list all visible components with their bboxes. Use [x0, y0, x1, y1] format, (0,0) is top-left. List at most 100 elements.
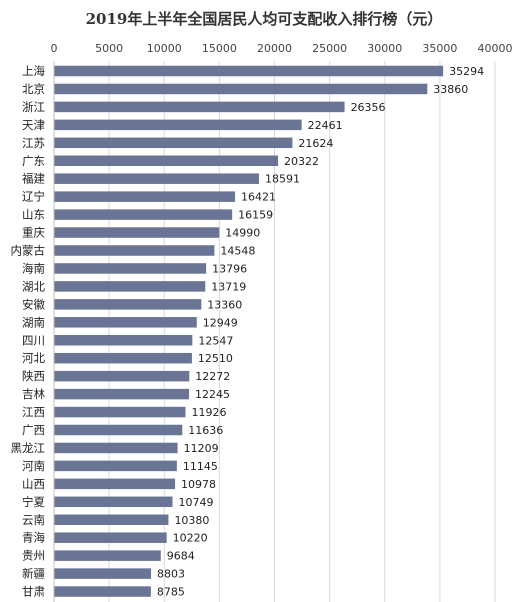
- x-tick-label-4: 20000: [257, 42, 292, 55]
- x-tick-label-2: 10000: [147, 42, 182, 55]
- category-label-26: 青海: [22, 531, 45, 545]
- bar-25: [54, 514, 169, 525]
- bar-7: [54, 191, 236, 202]
- value-label-1: 33860: [433, 83, 468, 96]
- bar-2: [54, 101, 345, 113]
- bar-28: [54, 568, 152, 579]
- category-label-7: 辽宁: [22, 190, 45, 204]
- bar-9: [54, 227, 220, 238]
- category-label-17: 陕西: [22, 369, 45, 383]
- bar-26: [54, 532, 167, 543]
- category-label-13: 安徽: [22, 297, 45, 311]
- value-label-27: 9684: [167, 550, 195, 563]
- value-label-20: 11636: [188, 424, 223, 437]
- bar-6: [54, 173, 259, 184]
- category-label-10: 内蒙古: [11, 244, 46, 258]
- category-label-19: 江西: [22, 405, 45, 419]
- category-label-11: 海南: [22, 261, 45, 275]
- chart-title: 2019年上半年全国居民人均可支配收入排行榜（元）: [85, 10, 443, 28]
- bar-27: [54, 550, 161, 561]
- value-label-0: 35294: [449, 65, 484, 78]
- value-label-4: 21624: [298, 137, 333, 150]
- bar-15: [54, 335, 193, 346]
- value-label-5: 20322: [284, 155, 319, 168]
- bar-23: [54, 478, 176, 490]
- category-label-28: 新疆: [22, 567, 45, 581]
- bar-18: [54, 388, 190, 400]
- value-label-14: 12949: [203, 316, 238, 329]
- x-tick-label-0: 0: [51, 42, 58, 55]
- x-tick-label-5: 25000: [312, 42, 347, 55]
- value-label-24: 10749: [179, 496, 214, 509]
- value-label-23: 10978: [181, 478, 216, 491]
- value-label-10: 14548: [220, 245, 255, 258]
- value-label-6: 18591: [265, 173, 300, 186]
- value-label-13: 13360: [207, 298, 242, 311]
- value-label-8: 16159: [238, 209, 273, 222]
- value-label-9: 14990: [225, 227, 260, 240]
- bar-22: [54, 460, 177, 472]
- category-label-27: 贵州: [22, 549, 45, 563]
- value-label-25: 10380: [174, 514, 209, 527]
- category-label-14: 湖南: [22, 315, 45, 329]
- bar-20: [54, 424, 183, 436]
- bar-4: [54, 137, 293, 149]
- category-label-23: 山西: [22, 477, 45, 491]
- value-label-29: 8785: [157, 586, 185, 599]
- value-label-15: 12547: [198, 334, 233, 347]
- bar-8: [54, 209, 233, 220]
- value-label-28: 8803: [157, 568, 185, 581]
- bar-1: [54, 83, 428, 95]
- category-label-8: 山东: [22, 208, 45, 222]
- value-label-21: 11209: [184, 442, 219, 455]
- bar-3: [54, 119, 302, 131]
- category-label-29: 甘肃: [22, 585, 45, 599]
- category-label-16: 河北: [22, 351, 45, 365]
- value-label-16: 12510: [198, 352, 233, 365]
- category-label-0: 上海: [22, 64, 45, 78]
- value-label-7: 16421: [241, 191, 276, 204]
- bar-13: [54, 299, 202, 310]
- bar-17: [54, 370, 190, 382]
- bar-19: [54, 406, 186, 418]
- category-label-1: 北京: [22, 82, 45, 96]
- value-label-2: 26356: [351, 101, 386, 114]
- category-label-5: 广东: [22, 154, 45, 168]
- value-label-12: 13719: [211, 280, 246, 293]
- x-tick-label-8: 40000: [478, 42, 513, 55]
- bar-24: [54, 496, 173, 508]
- x-tick-label-7: 35000: [422, 42, 457, 55]
- bar-11: [54, 263, 207, 274]
- bar-5: [54, 155, 279, 166]
- category-label-21: 黑龙江: [11, 441, 46, 455]
- value-label-26: 10220: [173, 532, 208, 545]
- category-label-9: 重庆: [22, 226, 45, 240]
- x-tick-label-6: 30000: [367, 42, 402, 55]
- x-tick-label-1: 5000: [95, 42, 123, 55]
- category-label-18: 吉林: [22, 387, 45, 401]
- category-label-6: 福建: [22, 172, 45, 186]
- bar-29: [54, 586, 151, 597]
- value-label-3: 22461: [308, 119, 343, 132]
- category-label-22: 河南: [22, 459, 45, 473]
- bar-10: [54, 245, 215, 256]
- category-label-24: 宁夏: [22, 495, 45, 509]
- x-tick-label-3: 15000: [202, 42, 237, 55]
- bar-21: [54, 442, 178, 454]
- value-label-11: 13796: [212, 262, 247, 275]
- value-label-18: 12245: [195, 388, 230, 401]
- category-label-3: 天津: [22, 118, 45, 132]
- category-label-25: 云南: [22, 513, 45, 527]
- bar-12: [54, 281, 206, 292]
- category-label-2: 浙江: [22, 100, 45, 114]
- value-label-19: 11926: [191, 406, 226, 419]
- category-label-15: 四川: [22, 333, 45, 347]
- category-label-12: 湖北: [22, 279, 45, 293]
- category-label-20: 广西: [22, 423, 45, 437]
- bar-0: [54, 65, 444, 77]
- value-label-17: 12272: [195, 370, 230, 383]
- category-label-4: 江苏: [22, 136, 45, 150]
- bar-16: [54, 352, 192, 364]
